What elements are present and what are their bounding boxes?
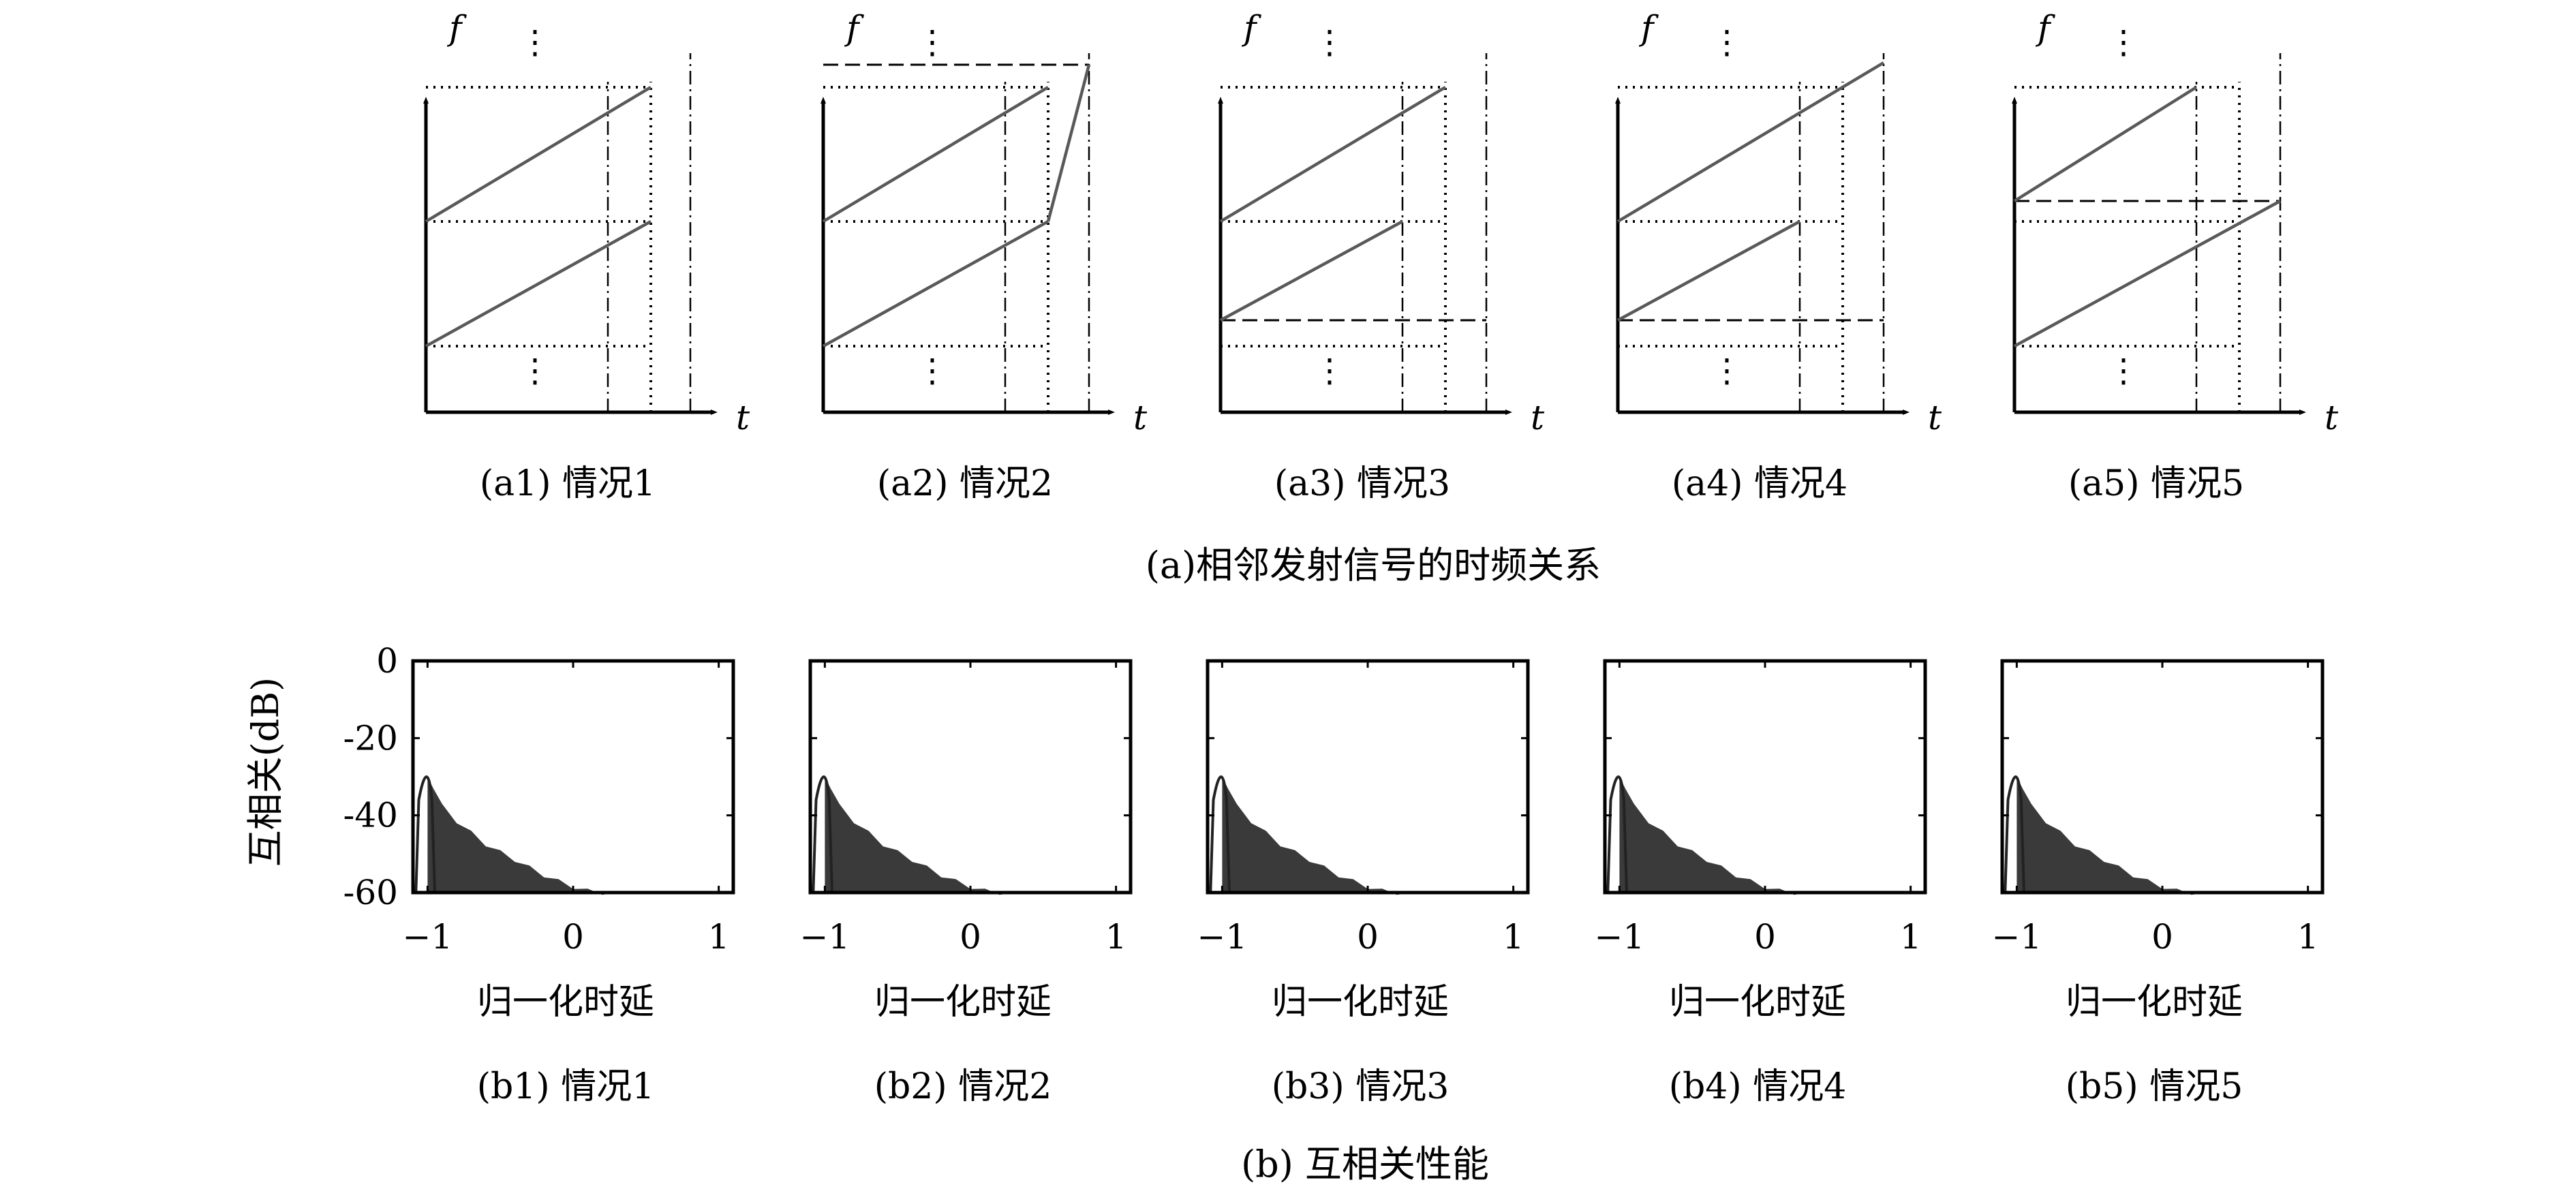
t-axis-label: t [1133,398,1148,437]
x-tick-label-2: 0 [960,917,981,957]
td-panel-5: f t ⋮ ⋮ [2012,8,2339,437]
caption-a1: (a1) 情况1 [480,463,656,504]
chirp-line-1 [1616,61,1885,223]
correlation-peak-outline [1606,775,1628,893]
chirp-line-2 [1616,220,1801,322]
correlation-peak-outline [812,775,833,893]
x-axis-label-b1: 归一化时延 [477,982,654,1023]
ellipsis-mark-2: ⋮ [1313,352,1346,390]
x-tick-label-2: 0 [1357,917,1379,957]
row-a-captions: (a1) 情况1 (a2) 情况2 (a3) 情况3 (a4) 情况4 (a5)… [480,463,2244,504]
row-b-xlabels: 归一化时延 归一化时延 归一化时延 归一化时延 归一化时延 [477,982,2243,1023]
caption-a4: (a4) 情况4 [1672,463,1847,504]
chirp-line-1 [1219,86,1447,223]
f-axis-label: f [844,8,864,48]
f-axis-label: f [1638,8,1659,48]
xcorr-panel-3: −1 0 1 [1197,659,1530,957]
x-tick-label-1: −1 [403,917,453,957]
x-tick-label-2: 0 [1754,917,1776,957]
correlation-area [1222,777,1412,895]
chirp-line-1 [822,86,1049,223]
t-axis-label: t [1531,398,1545,437]
correlation-area [1619,777,1809,895]
caption-b2: (b2) 情况2 [874,1066,1052,1107]
td-panel-2: f t ⋮ ⋮ [821,8,1148,437]
row-b-captions: (b1) 情况1 (b2) 情况2 (b3) 情况3 (b4) 情况4 (b5)… [477,1066,2243,1107]
ellipsis-mark-2: ⋮ [2107,352,2140,390]
chirp-line-3 [1046,64,1091,222]
x-tick-label-1: −1 [1595,917,1645,957]
caption-a2: (a2) 情况2 [877,463,1053,504]
chirp-line-1 [2013,86,2198,202]
y-tick-label-2: -20 [343,718,398,758]
x-tick-label-2: 0 [562,917,584,957]
ellipsis-mark-1: ⋮ [2107,23,2140,61]
ellipsis-mark-1: ⋮ [519,23,551,61]
x-tick-label-3: 1 [2297,917,2319,957]
xcorr-panel-4: −1 0 1 [1595,659,1927,957]
td-panel-1: f t ⋮ ⋮ [423,8,750,437]
caption-a3: (a3) 情况3 [1274,463,1450,504]
correlation-peak-outline [1209,775,1231,893]
row-a-title: (a)相邻发射信号的时频关系 [1146,544,1601,587]
caption-b3: (b3) 情况3 [1272,1066,1450,1107]
ellipsis-mark-2: ⋮ [1711,352,1743,390]
t-axis-label: t [2325,398,2339,437]
correlation-area [2017,777,2207,895]
xcorr-panel-2: −1 0 1 [800,659,1133,957]
xcorr-panel-5: −1 0 1 [1992,659,2325,957]
correlation-peak-outline [2004,775,2025,893]
xcorr-panel-1: −1 0 1 0 -20 -40 -60 [343,641,735,957]
t-axis-label: t [1928,398,1942,437]
x-axis-label-b4: 归一化时延 [1669,982,1846,1023]
chirp-line-2 [822,220,1049,347]
x-axis-label-b2: 归一化时延 [874,982,1052,1023]
x-tick-label-3: 1 [1105,917,1127,957]
chirp-line-2 [1219,220,1404,322]
x-tick-label-3: 1 [1900,917,1922,957]
caption-a5: (a5) 情况5 [2068,463,2244,504]
row-b-cross-correlation-plots: −1 0 10-20-40-60−1 0 1 −1 0 1 −1 0 1 −1 0 1 [343,641,2325,957]
x-tick-label-3: 1 [708,917,730,957]
x-axis-label-b3: 归一化时延 [1272,982,1449,1023]
x-axis-label-b5: 归一化时延 [2066,982,2243,1023]
td-panel-4: f t ⋮ ⋮ [1615,8,1942,437]
correlation-area [427,777,617,895]
y-tick-label-1: 0 [376,641,398,681]
t-axis-label: t [736,398,750,437]
f-axis-label: f [446,8,467,48]
y-tick-label-3: -40 [343,796,398,835]
correlation-peak-outline [414,775,436,893]
caption-b5: (b5) 情况5 [2066,1066,2243,1107]
y-tick-label-4: -60 [343,873,398,912]
ellipsis-mark-1: ⋮ [1313,23,1346,61]
x-tick-label-2: 0 [2151,917,2173,957]
caption-b1: (b1) 情况1 [477,1066,655,1107]
chirp-line-2 [2013,200,2282,347]
ellipsis-mark-1: ⋮ [916,23,949,61]
td-panel-3: f t ⋮ ⋮ [1218,8,1545,437]
correlation-area [825,777,1015,895]
ellipsis-mark-2: ⋮ [916,352,949,390]
row-a-time-frequency-diagrams: f t ⋮ ⋮ f t ⋮ ⋮ f t ⋮ ⋮ f t ⋮ ⋮ f t ⋮ ⋮ [423,8,2339,437]
ellipsis-mark-1: ⋮ [1711,23,1743,61]
caption-b4: (b4) 情况4 [1669,1066,1847,1107]
f-axis-label: f [2035,8,2055,48]
ellipsis-mark-2: ⋮ [519,352,551,390]
chirp-line-2 [425,220,652,347]
x-tick-label-1: −1 [1992,917,2042,957]
x-tick-label-1: −1 [800,917,850,957]
f-axis-label: f [1241,8,1261,48]
chirp-line-1 [425,86,652,223]
row-b-title: (b) 互相关性能 [1241,1143,1489,1186]
x-tick-label-3: 1 [1503,917,1524,957]
y-axis-label: 互相关(dB) [244,677,287,867]
x-tick-label-1: −1 [1197,917,1248,957]
